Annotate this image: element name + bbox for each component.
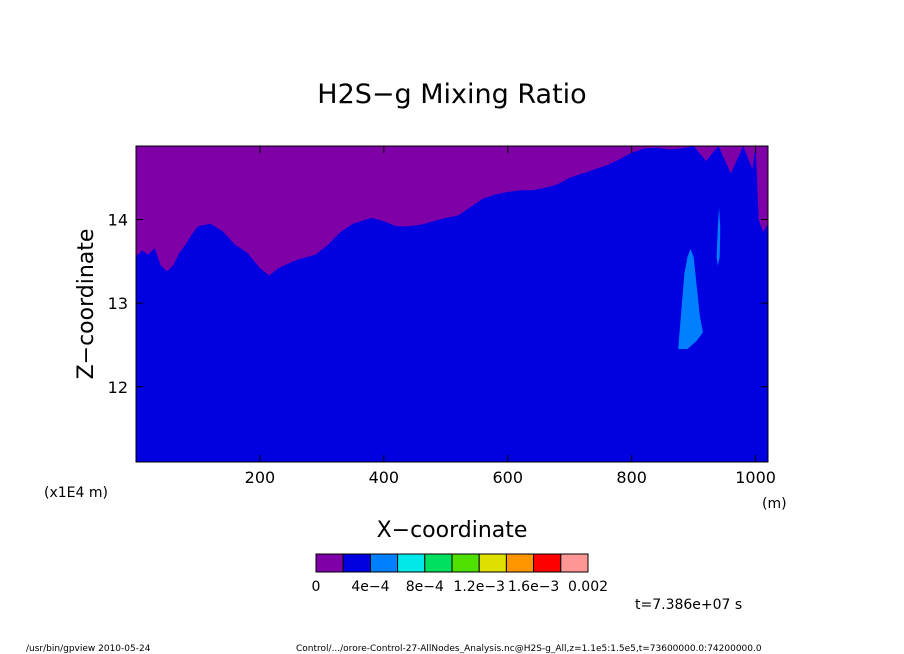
y-tick-label: 12	[108, 378, 128, 397]
footer-right: Control/.../orore-Control-27-AllNodes_An…	[296, 644, 762, 654]
colorbar-swatch	[505, 553, 535, 573]
colorbar-swatch	[315, 553, 344, 573]
x-tick-label: 600	[492, 468, 523, 487]
colorbar-level-label: 1.2e−3	[453, 579, 505, 595]
patch-1	[716, 207, 721, 266]
x-tick-label: 1000	[735, 468, 776, 487]
x-unit-label: (m)	[762, 496, 787, 512]
colorbar-swatch	[342, 553, 371, 573]
colorbar-level-label: 8e−4	[406, 579, 444, 595]
colorbar-swatch	[397, 553, 426, 573]
colorbar-level-label: 0	[312, 579, 321, 595]
plot-frame	[135, 145, 769, 463]
colorbar-level-label: 0.002	[568, 579, 608, 595]
x-tick-label: 800	[616, 468, 647, 487]
body-region	[136, 146, 768, 462]
y-axis-label: Z−coordinate	[74, 229, 99, 380]
plot-area	[136, 146, 768, 462]
x-axis-label: X−coordinate	[377, 518, 528, 543]
x-tick-label: 200	[245, 468, 276, 487]
colorbar-swatch	[451, 553, 480, 573]
colorbar-level-label: 4e−4	[351, 579, 389, 595]
y-axis: 12 13 14	[108, 211, 768, 397]
x-tick-label: 400	[369, 468, 400, 487]
y-unit-label: (x1E4 m)	[44, 485, 108, 501]
patches-group	[678, 207, 721, 350]
colorbar-swatch	[369, 553, 399, 573]
y-tick-label: 13	[108, 294, 128, 313]
y-tick-label: 14	[108, 211, 128, 230]
time-label: t=7.386e+07 s	[635, 597, 742, 613]
colorbar-swatch	[560, 553, 589, 573]
footer-left: /usr/bin/gpview 2010-05-24	[26, 644, 151, 654]
chart-title: H2S−g Mixing Ratio	[317, 79, 586, 110]
colorbar-swatch	[533, 553, 562, 573]
colorbar-swatch	[424, 553, 453, 573]
colorbar-level-label: 1.6e−3	[508, 579, 560, 595]
x-axis: 200 400 600 800 1000	[245, 146, 776, 487]
colorbar: 0 4e−4 8e−4 1.2e−3 1.6e−3 0.002	[312, 553, 608, 595]
colorbar-swatch	[478, 553, 507, 573]
patch-0	[678, 248, 703, 350]
